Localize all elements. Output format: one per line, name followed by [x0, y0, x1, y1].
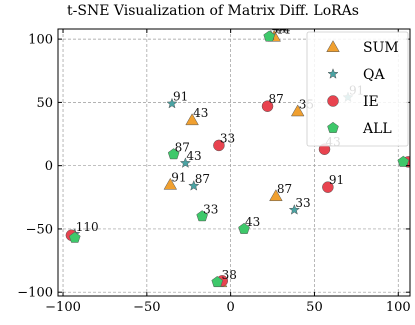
point-label: 44 — [272, 21, 288, 35]
point-label: 33 — [295, 196, 310, 210]
data-point-qa — [188, 179, 200, 191]
legend-marker-all — [327, 121, 339, 133]
data-point-ie — [322, 181, 334, 193]
point-label: 33 — [203, 202, 218, 216]
x-tick-label: −50 — [133, 300, 160, 315]
point-label: 33 — [220, 131, 235, 145]
data-point-all — [397, 155, 410, 167]
data-point-sum — [290, 104, 305, 117]
legend: SUM QA IE ALL — [306, 31, 409, 147]
plot-frame — [57, 28, 411, 297]
legend-marker-sum — [326, 40, 340, 52]
legend-marker-qa — [327, 68, 339, 79]
data-point-sum — [163, 177, 178, 190]
plot-area: 4435439187384491914387331108733439111887… — [17, 21, 411, 315]
data-point-ie — [261, 100, 274, 112]
data-point-qa — [288, 204, 300, 215]
series-all — [68, 30, 410, 287]
point-label: 91 — [171, 171, 186, 185]
data-point-sum — [269, 189, 283, 202]
data-point-qa — [166, 97, 178, 109]
legend-label: ALL — [362, 121, 392, 137]
point-label: 44 — [275, 23, 291, 37]
point-label: 43 — [245, 215, 260, 229]
x-tick-label: 50 — [306, 300, 323, 315]
legend-label: QA — [363, 67, 385, 83]
data-point-all — [238, 222, 250, 234]
data-point-sum — [185, 113, 199, 126]
point-label: 110 — [76, 220, 99, 234]
y-tick-label: −50 — [26, 222, 53, 237]
point-label: 91 — [173, 90, 188, 104]
legend-label: IE — [363, 94, 379, 110]
y-tick-label: 100 — [28, 33, 53, 48]
point-label: 43 — [193, 106, 208, 120]
y-tick-label: 50 — [36, 96, 53, 111]
point-label: 91 — [329, 173, 344, 187]
data-point-all — [196, 210, 208, 222]
point-label: 87 — [277, 182, 292, 196]
data-point-all — [68, 231, 81, 243]
legend-marker-ie — [327, 95, 339, 107]
data-point-ie — [213, 139, 225, 152]
x-tick-label: 0 — [227, 300, 235, 315]
data-point-qa — [179, 157, 192, 168]
point-label: 87 — [175, 140, 190, 154]
legend-label: SUM — [363, 40, 399, 56]
data-point-all — [263, 30, 275, 42]
y-tick-label: 0 — [45, 159, 53, 174]
data-point-all — [211, 276, 224, 287]
chart-title: t-SNE Visualization of Matrix Diff. LoRA… — [67, 3, 359, 19]
y-tick-label: −100 — [17, 286, 53, 301]
x-tick-label: −100 — [45, 300, 81, 315]
point-label: 38 — [222, 268, 237, 282]
point-label: 87 — [269, 92, 284, 106]
point-label: 87 — [195, 172, 210, 186]
x-tick-label: 100 — [386, 300, 411, 315]
legend-box — [306, 31, 409, 147]
data-point-all — [167, 148, 180, 160]
point-label: 43 — [186, 149, 201, 163]
